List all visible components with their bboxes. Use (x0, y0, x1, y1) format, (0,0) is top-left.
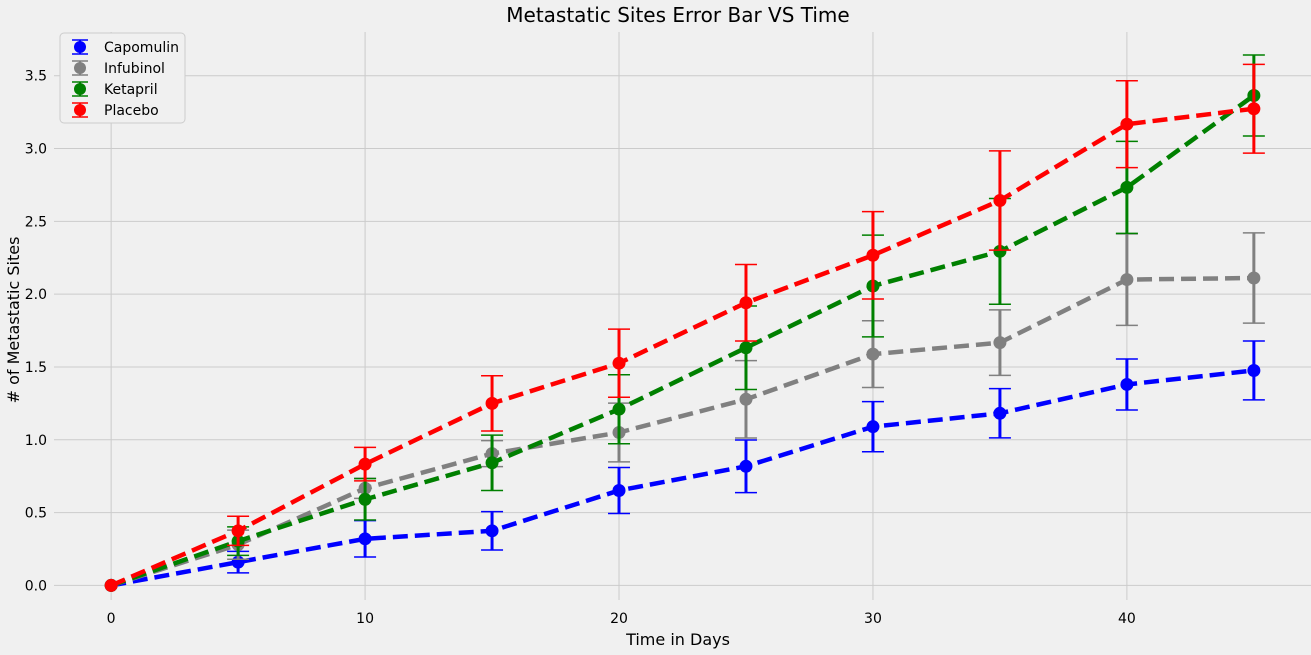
y-tick-label: 1.0 (25, 433, 47, 449)
data-point-placebo (612, 356, 626, 370)
y-tick-label: 0.0 (25, 578, 47, 594)
data-point-capomulin (739, 459, 753, 473)
y-tick-label: 3.0 (25, 142, 47, 158)
y-tick-label: 2.0 (25, 287, 47, 303)
legend-marker-capomulin (74, 41, 86, 53)
legend-marker-ketapril (74, 83, 86, 95)
data-point-placebo (1120, 117, 1134, 131)
data-point-placebo (866, 248, 880, 262)
data-point-capomulin (1120, 377, 1134, 391)
legend-label-ketapril: Ketapril (104, 82, 158, 98)
y-axis-label: # of Metastatic Sites (4, 237, 23, 404)
legend-label-placebo: Placebo (104, 103, 159, 119)
series-line-capomulin (110, 368, 1255, 588)
data-point-capomulin (612, 483, 626, 497)
data-point-placebo (104, 578, 118, 592)
data-point-capomulin (485, 524, 499, 538)
x-tick-label: 10 (356, 611, 374, 627)
series-line-ketapril (110, 93, 1256, 588)
series-infubinol (104, 232, 1265, 592)
data-point-ketapril (612, 402, 626, 416)
x-tick-label: 40 (1118, 611, 1136, 627)
data-point-ketapril (358, 492, 372, 506)
data-point-infubinol (1120, 273, 1134, 287)
series-line-placebo (110, 106, 1255, 588)
y-tick-label: 3.5 (25, 69, 47, 85)
data-point-placebo (231, 524, 245, 538)
x-axis-label: Time in Days (625, 630, 730, 649)
data-point-placebo (485, 396, 499, 410)
data-point-infubinol (993, 336, 1007, 350)
data-point-placebo (358, 457, 372, 471)
x-tick-labels: 0 10 20 30 40 (107, 611, 1136, 627)
data-point-ketapril (993, 244, 1007, 258)
y-tick-label: 2.5 (25, 214, 47, 230)
chart-title: Metastatic Sites Error Bar VS Time (506, 3, 849, 27)
data-point-ketapril (739, 341, 753, 355)
legend-label-capomulin: Capomulin (104, 40, 179, 56)
data-point-ketapril (1120, 180, 1134, 194)
legend-marker-infubinol (74, 62, 86, 74)
data-point-placebo (993, 194, 1007, 208)
data-point-capomulin (993, 406, 1007, 420)
data-point-infubinol (1247, 271, 1261, 285)
data-point-capomulin (866, 420, 880, 434)
legend-marker-placebo (74, 104, 86, 116)
y-tick-labels: 0.0 0.5 1.0 1.5 2.0 2.5 3.0 3.5 (25, 69, 47, 595)
series-placebo (104, 63, 1265, 592)
x-tick-label: 20 (610, 611, 628, 627)
data-point-capomulin (1247, 363, 1261, 377)
legend: Capomulin Infubinol Ketapril Placebo (59, 32, 186, 124)
legend-box (59, 32, 186, 124)
x-tick-label: 30 (864, 611, 882, 627)
data-point-placebo (739, 296, 753, 310)
data-point-infubinol (866, 347, 880, 361)
series-layer (104, 54, 1265, 592)
data-point-capomulin (358, 532, 372, 546)
data-point-placebo (1247, 102, 1261, 116)
y-tick-label: 1.5 (25, 360, 47, 376)
series-line-infubinol (110, 275, 1254, 588)
data-point-ketapril (485, 456, 499, 470)
x-tick-label: 0 (107, 611, 116, 627)
y-tick-label: 0.5 (25, 506, 47, 522)
data-point-infubinol (739, 392, 753, 406)
legend-label-infubinol: Infubinol (104, 61, 165, 77)
